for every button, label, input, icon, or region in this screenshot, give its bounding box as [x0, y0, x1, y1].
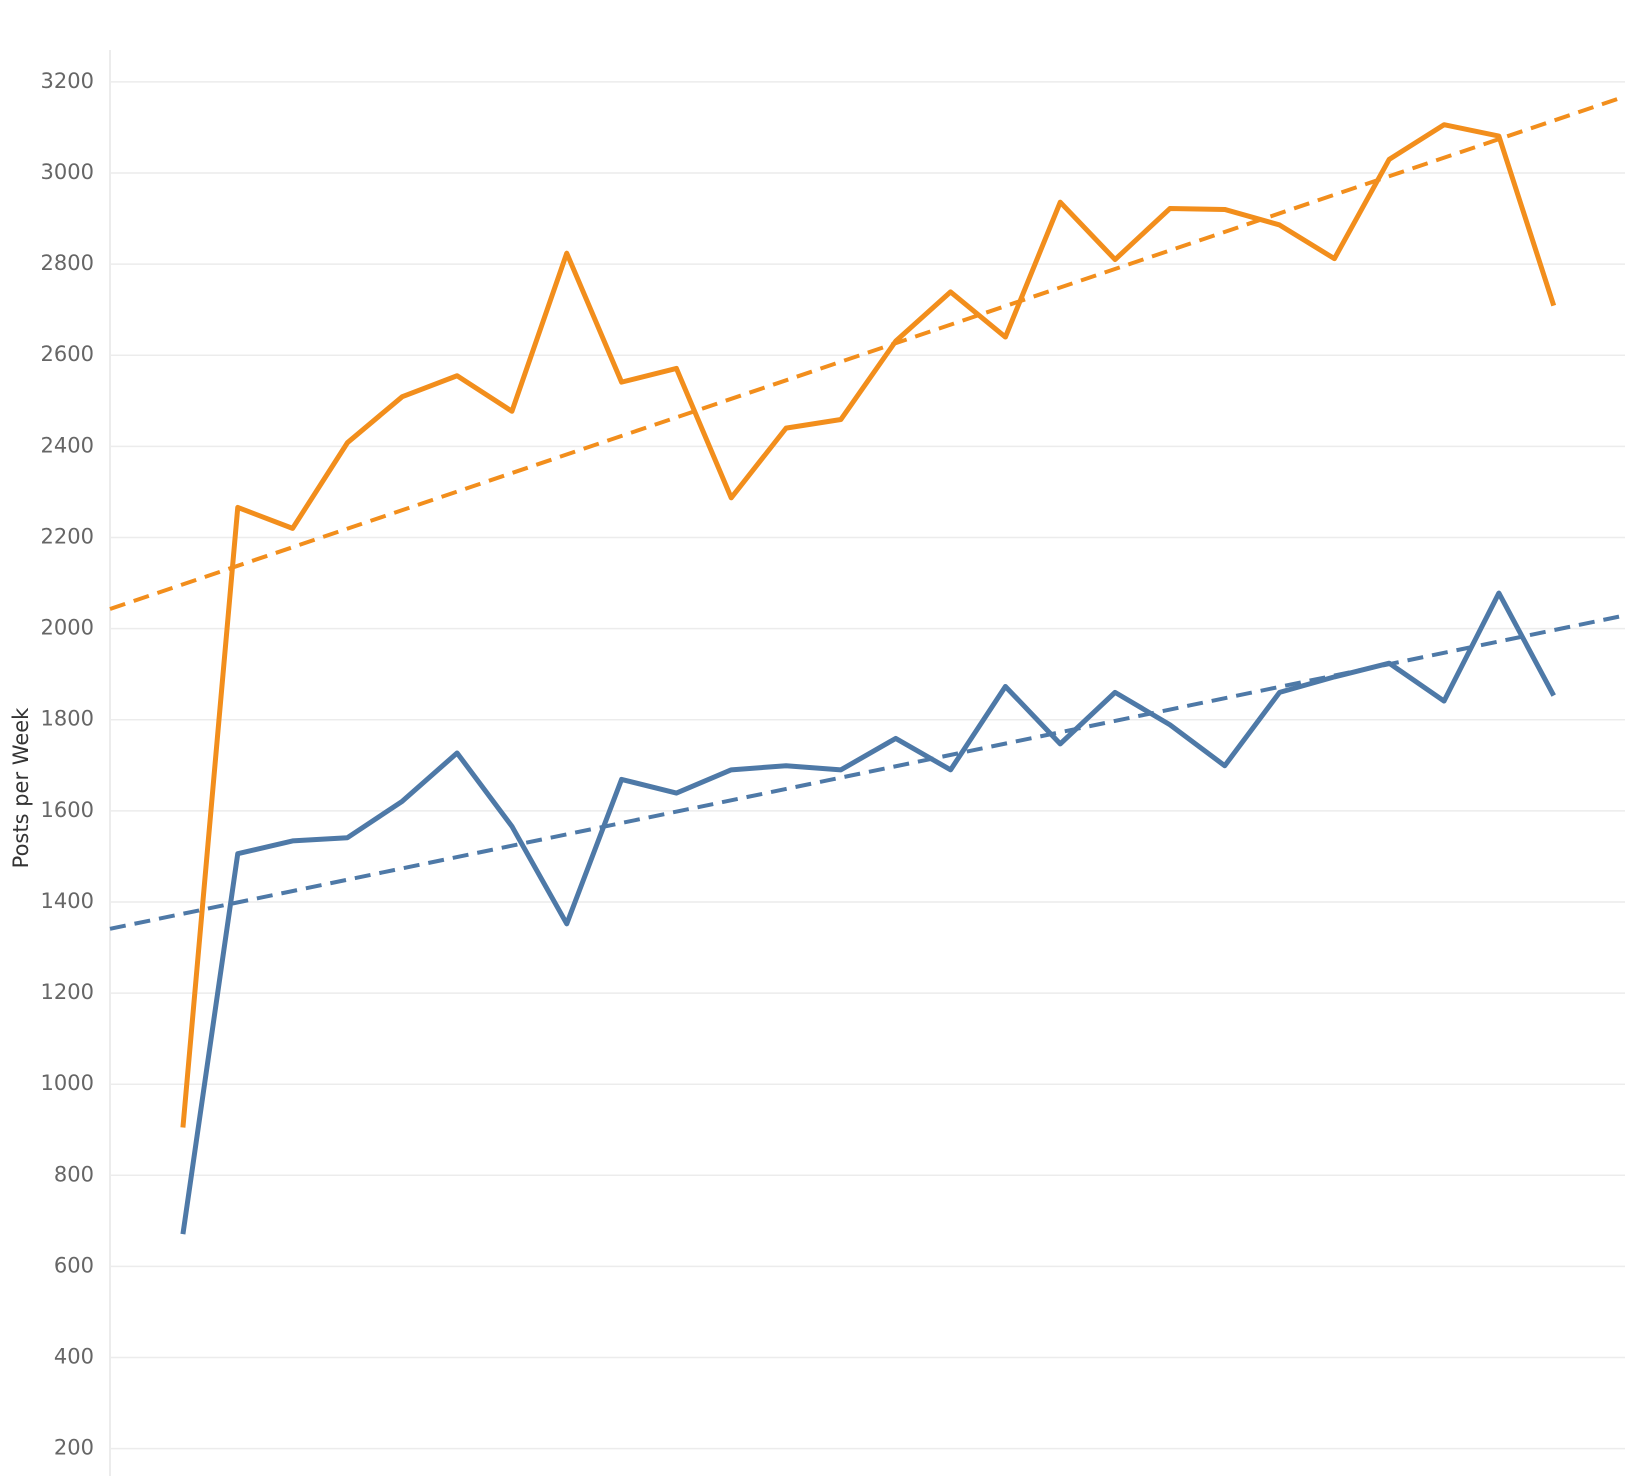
trend-line	[109, 613, 1626, 931]
y-tick-label: 2400	[41, 433, 94, 457]
y-tick-label: 1200	[41, 980, 94, 1004]
trend-line	[109, 94, 1626, 611]
y-tick-label: 1600	[41, 798, 94, 822]
y-tick-label: 1000	[41, 1071, 94, 1095]
y-tick-label: 200	[54, 1436, 94, 1460]
y-tick-label: 800	[54, 1162, 94, 1186]
y-tick-label: 3200	[41, 69, 94, 93]
series-line	[180, 590, 1556, 1235]
y-tick-label: 2600	[41, 342, 94, 366]
series-line	[180, 122, 1557, 1128]
y-tick-label: 1800	[41, 707, 94, 731]
y-tick-label: 2000	[41, 616, 94, 640]
y-tick-label: 2800	[41, 251, 94, 275]
y-tick-label: 2200	[41, 524, 94, 548]
y-axis-title: Posts per Week	[9, 707, 33, 868]
y-tick-label: 600	[54, 1253, 94, 1277]
y-tick-label: 3000	[41, 160, 94, 184]
y-tick-label: 400	[54, 1345, 94, 1369]
y-tick-label: 1400	[41, 889, 94, 913]
